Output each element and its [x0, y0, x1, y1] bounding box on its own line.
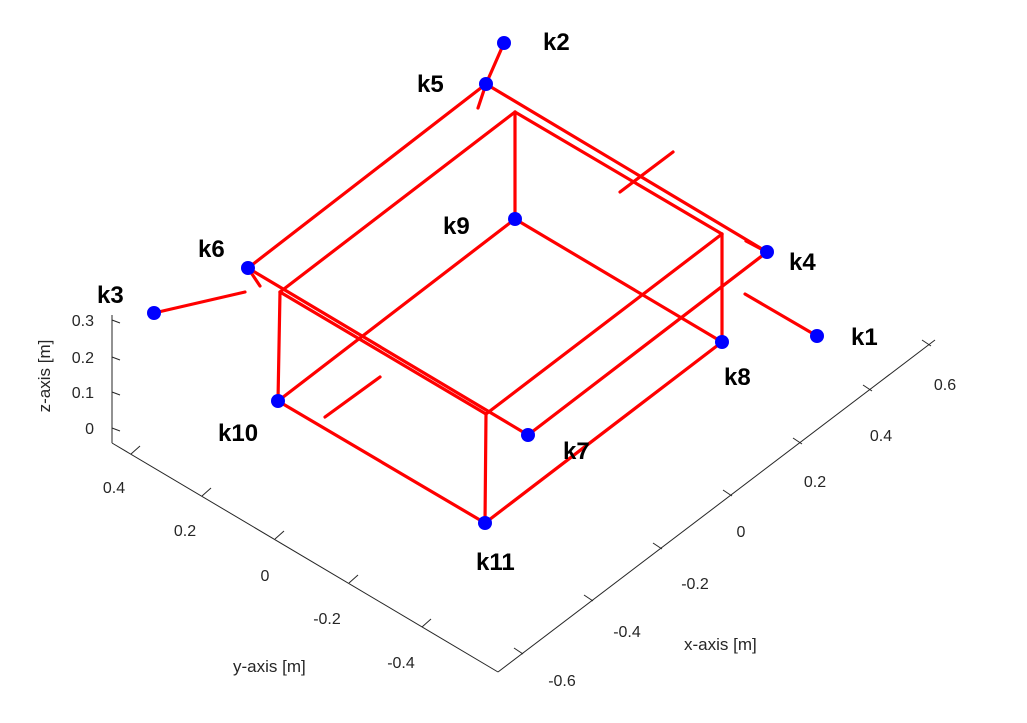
- y-tick-label: 0.4: [103, 480, 125, 497]
- x-tick-label: 0: [737, 524, 746, 541]
- frame-segment: [484, 232, 724, 416]
- node-k2-label: k2: [543, 29, 570, 56]
- node-k2-marker: [497, 36, 511, 50]
- y-tick-mark: [201, 487, 212, 497]
- x-tick-mark: [862, 384, 873, 392]
- x-tick-mark: [722, 489, 733, 497]
- node-k6-marker: [241, 261, 255, 275]
- labels-layer: k1 k2 k3 k4 k5 k6 k7 k8 k9 k10 k11: [97, 29, 878, 576]
- frame-segment: [513, 110, 724, 236]
- frame-segment: [278, 290, 488, 416]
- node-k10-label: k10: [218, 420, 258, 447]
- z-tick-label: 0.1: [72, 385, 94, 402]
- node-k8-label: k8: [724, 364, 751, 391]
- x-tick-mark: [792, 437, 803, 445]
- frame-segment: [483, 412, 488, 525]
- node-k11-label: k11: [476, 549, 515, 576]
- x-axis-line: [497, 339, 936, 673]
- node-k3-marker: [147, 306, 161, 320]
- y-axis-line: [111, 442, 499, 673]
- node-k3-label: k3: [97, 282, 124, 309]
- y-tick-mark: [130, 445, 141, 455]
- node-k5-label: k5: [417, 71, 444, 98]
- x-tick-mark: [513, 647, 524, 655]
- z-tick-mark: [111, 319, 121, 324]
- y-tick-mark: [348, 574, 359, 584]
- frame-segment: [743, 292, 819, 338]
- frame-segment: [152, 290, 247, 315]
- z-tick-label: 0: [85, 421, 94, 438]
- frame-segment: [276, 290, 282, 403]
- y-tick-mark: [274, 530, 285, 540]
- x-tick-label: 0.2: [804, 474, 826, 491]
- z-tick-mark: [111, 427, 121, 432]
- x-tick-mark: [921, 339, 932, 347]
- frame-segment: [526, 250, 769, 437]
- x-tick-label: 0.6: [934, 377, 956, 394]
- node-k9-marker: [508, 212, 522, 226]
- node-k4-label: k4: [789, 249, 816, 276]
- z-axis-title: z-axis [m]: [35, 340, 54, 413]
- frame-segment: [276, 399, 487, 525]
- y-tick-label: 0.2: [174, 523, 196, 540]
- z-tick-mark: [111, 356, 121, 361]
- node-k11-marker: [478, 516, 492, 530]
- node-k10-marker: [271, 394, 285, 408]
- ticks-layer: -0.6 -0.4 -0.2 0 0.2 0.4 0.6 -0.4 -0.2 0 0.2 0.4 0 0.…: [72, 313, 956, 690]
- x-tick-label: -0.6: [548, 673, 576, 690]
- frame-segment: [484, 82, 769, 254]
- nodes-layer: [147, 36, 824, 530]
- z-tick-label: 0.3: [72, 313, 94, 330]
- node-k9-label: k9: [443, 213, 470, 240]
- z-tick-mark: [111, 391, 121, 396]
- frame-segment: [483, 340, 724, 525]
- node-k6-label: k6: [198, 236, 225, 263]
- node-k4-marker: [760, 245, 774, 259]
- axes-layer: [111, 315, 936, 673]
- frame-segment: [513, 217, 724, 344]
- node-k7-label: k7: [563, 438, 590, 465]
- node-k8-marker: [715, 335, 729, 349]
- node-k1-label: k1: [851, 324, 878, 351]
- frame-segment: [323, 375, 382, 419]
- x-tick-mark: [583, 594, 594, 602]
- node-k1-marker: [810, 329, 824, 343]
- y-tick-label: -0.4: [387, 655, 415, 672]
- frame-segment: [618, 150, 675, 194]
- x-axis-title: x-axis [m]: [684, 635, 757, 654]
- x-tick-mark: [652, 542, 663, 550]
- frame-segment: [484, 41, 506, 86]
- x-tick-label: -0.2: [681, 576, 709, 593]
- y-tick-label: 0: [261, 568, 270, 585]
- z-tick-label: 0.2: [72, 350, 94, 367]
- frame-segment: [246, 266, 530, 437]
- y-tick-label: -0.2: [313, 611, 341, 628]
- y-axis-title: y-axis [m]: [233, 657, 306, 676]
- node-k7-marker: [521, 428, 535, 442]
- frame-layer: [152, 41, 819, 525]
- x-tick-label: -0.4: [613, 624, 641, 641]
- frame-segment: [278, 110, 517, 294]
- frame-segment: [246, 82, 488, 270]
- y-tick-mark: [421, 618, 432, 628]
- x-tick-label: 0.4: [870, 428, 892, 445]
- node-k5-marker: [479, 77, 493, 91]
- frame-segment: [276, 217, 517, 403]
